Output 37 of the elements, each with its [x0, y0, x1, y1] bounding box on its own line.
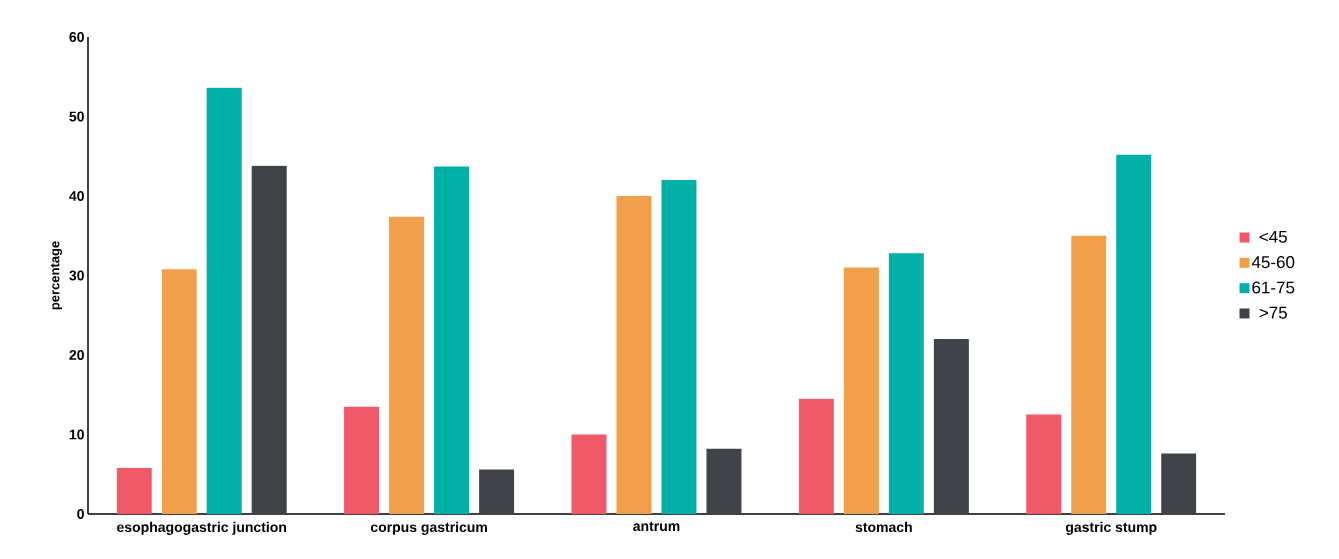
bar	[434, 166, 470, 514]
bar	[843, 267, 879, 514]
bar	[571, 434, 607, 514]
y-axis-title: percentage	[50, 241, 63, 310]
bar	[888, 253, 924, 514]
legend-label: >75	[1259, 306, 1287, 319]
bar	[1161, 453, 1197, 514]
x-tick-label: gastric stump	[1065, 521, 1157, 535]
x-tick-label: esophagogastric junction	[117, 521, 287, 535]
y-tick-label: 60	[69, 32, 84, 42]
bar	[251, 165, 287, 514]
bar	[116, 467, 152, 514]
y-tick-label: 20	[69, 350, 84, 360]
bar	[616, 195, 652, 514]
bar	[661, 180, 697, 514]
bar	[933, 339, 969, 514]
y-tick-label: 50	[69, 111, 84, 122]
bar	[1071, 235, 1107, 514]
y-tick-label: 10	[69, 429, 84, 440]
x-tick-label: stomach	[855, 521, 912, 533]
bar	[1026, 414, 1062, 514]
bar	[389, 216, 425, 514]
bar	[344, 406, 380, 514]
bar	[206, 87, 242, 514]
y-tick-label: 40	[69, 191, 84, 201]
x-tick-label: antrum	[633, 521, 680, 532]
y-tick-label: 0	[77, 509, 84, 519]
legend-label: 45-60	[1251, 256, 1295, 269]
legend-label: 61-75	[1252, 281, 1295, 294]
bar	[706, 448, 742, 514]
y-tick-label: 30	[69, 270, 84, 281]
bar	[798, 398, 834, 514]
legend-label: <45	[1259, 230, 1287, 243]
bar	[479, 469, 515, 514]
bar	[161, 269, 197, 514]
bar	[1116, 154, 1152, 514]
x-tick-label: corpus gastricum	[370, 521, 487, 535]
